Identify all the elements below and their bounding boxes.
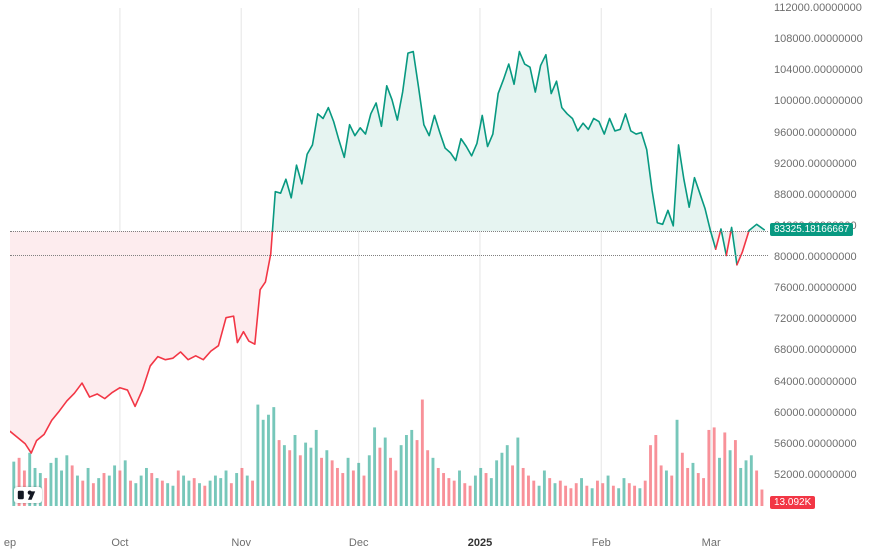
- chart-svg: [10, 8, 768, 506]
- y-axis: 112000.00000000108000.00000000104000.000…: [770, 8, 880, 508]
- y-tick-label: 96000.00000000: [774, 127, 857, 139]
- y-tick-label: 52000.00000000: [774, 469, 857, 481]
- plot-area[interactable]: [10, 8, 768, 506]
- x-tick-label: 2025: [468, 537, 492, 549]
- x-tick-label: Nov: [231, 537, 251, 549]
- y-tick-label: 80000.00000000: [774, 251, 857, 263]
- y-tick-label: 88000.00000000: [774, 189, 857, 201]
- price-chart-container: 112000.00000000 108000.00000000 104000.000…: [0, 0, 880, 559]
- x-tick-label: Mar: [702, 537, 721, 549]
- prev-close-ref-line: [10, 255, 768, 256]
- x-tick-label: ep: [4, 537, 16, 549]
- y-tick-label: 68000.00000000: [774, 344, 857, 356]
- y-tick-label: 76000.00000000: [774, 282, 857, 294]
- y-tick-label: 104000.00000000: [774, 64, 863, 76]
- y-tick-label: 92000.00000000: [774, 158, 857, 170]
- y-tick-label: 60000.00000000: [774, 407, 857, 419]
- y-tick-label: 72000.00000000: [774, 313, 857, 325]
- x-tick-label: Dec: [349, 537, 369, 549]
- y-tick-label: 100000.00000000: [774, 95, 863, 107]
- x-tick-label: Feb: [592, 537, 611, 549]
- y-tick-label: 84000.00000000: [774, 220, 857, 232]
- y-tick-label: 56000.00000000: [774, 438, 857, 450]
- y-tick-label: 64000.00000000: [774, 376, 857, 388]
- x-axis: epOctNovDec2025FebMar: [10, 507, 768, 559]
- y-tick-label: 108000.00000000: [774, 33, 863, 45]
- y-tick-label: 112000.00000000: [774, 2, 862, 14]
- x-tick-label: Oct: [111, 537, 128, 549]
- current-price-ref-line: [10, 231, 768, 232]
- tradingview-logo[interactable]: [14, 487, 42, 503]
